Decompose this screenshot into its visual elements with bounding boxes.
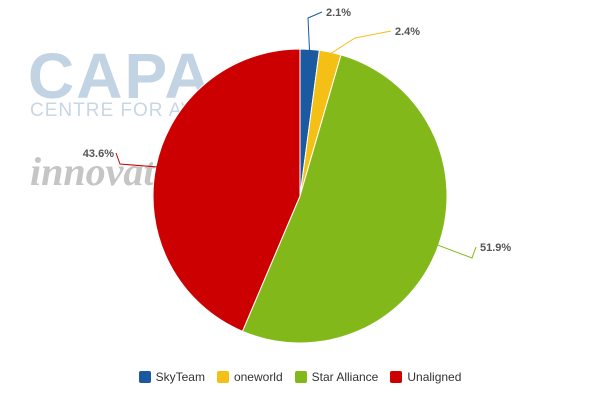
connector-oneworld xyxy=(329,30,392,55)
legend-label-oneworld: oneworld xyxy=(233,370,283,384)
data-label-star-alliance: 51.9% xyxy=(480,242,511,254)
pie-label-connectors xyxy=(115,11,477,259)
data-label-skyteam: 2.1% xyxy=(326,7,351,19)
pie-slices xyxy=(152,48,448,344)
legend-label-unaligned: Unaligned xyxy=(407,370,462,384)
connector-star-alliance xyxy=(436,244,477,259)
legend-swatch-oneworld xyxy=(216,371,229,383)
legend-item-unaligned[interactable]: Unaligned xyxy=(390,370,461,384)
legend-item-star-alliance[interactable]: Star Alliance xyxy=(294,370,379,384)
chart-legend: SkyTeam oneworld Star Alliance Unaligned xyxy=(0,368,600,386)
legend-item-skyteam[interactable]: SkyTeam xyxy=(138,370,205,384)
pie-data-labels: 2.1% 2.4% 51.9% 43.6% xyxy=(83,7,512,254)
legend-label-skyteam: SkyTeam xyxy=(155,370,205,384)
connector-skyteam xyxy=(307,11,323,52)
data-label-oneworld: 2.4% xyxy=(395,26,420,38)
legend-swatch-unaligned xyxy=(390,371,403,383)
legend-label-star-alliance: Star Alliance xyxy=(311,370,379,384)
data-label-unaligned: 43.6% xyxy=(83,148,114,160)
legend-item-oneworld[interactable]: oneworld xyxy=(216,370,283,384)
legend-swatch-star-alliance xyxy=(294,371,307,383)
connector-unaligned xyxy=(115,152,158,168)
legend-swatch-skyteam xyxy=(138,371,151,383)
